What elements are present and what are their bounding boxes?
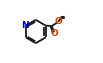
Text: N: N: [21, 21, 29, 30]
Text: O: O: [54, 17, 62, 26]
Text: O: O: [50, 29, 58, 38]
